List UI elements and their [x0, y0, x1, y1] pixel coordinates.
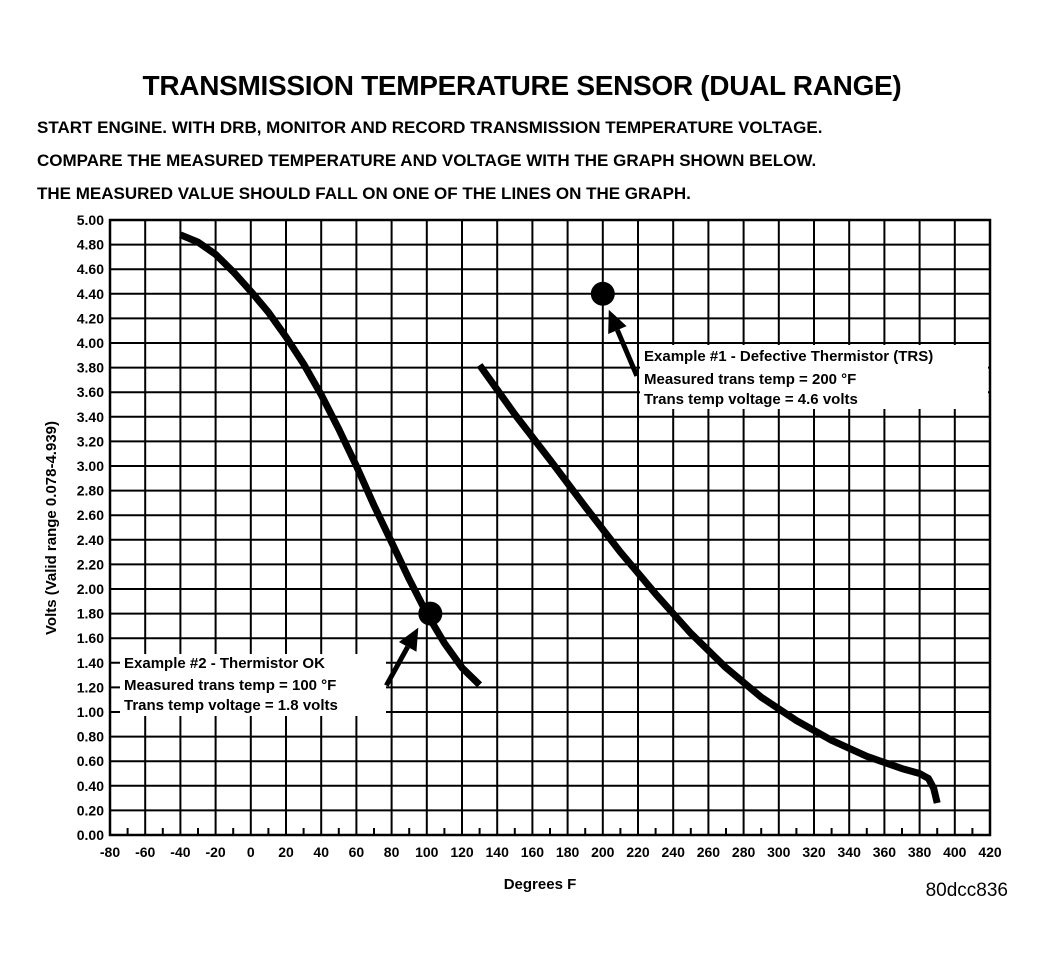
arrow-example-1-shaft — [615, 329, 640, 377]
y-tick-label: 2.80 — [77, 483, 104, 499]
x-tick-label: 260 — [697, 844, 721, 860]
marker-example-2 — [418, 601, 443, 626]
x-tick-label: 400 — [943, 844, 967, 860]
annotation-2-line-1: Example #2 - Thermistor OK — [124, 655, 325, 672]
annotation-example-2: Example #2 - Thermistor OK Measured tran… — [120, 654, 386, 716]
annotation-1-line-1: Example #1 - Defective Thermistor (TRS) — [644, 348, 933, 365]
arrow-example-2-head — [398, 627, 419, 652]
x-tick-label: -20 — [205, 844, 225, 860]
x-tick-label: -60 — [135, 844, 155, 860]
tick-labels: -80 -60 -40 -20 0 20 40 60 80 100 120 140 160 180 200 2… — [77, 212, 1002, 860]
instruction-line-1: START ENGINE. WITH DRB, MONITOR AND RECO… — [37, 118, 823, 137]
y-tick-label: 3.40 — [77, 409, 104, 425]
y-tick-label: 4.00 — [77, 335, 104, 351]
annotation-example-1: Example #1 - Defective Thermistor (TRS) … — [640, 345, 988, 409]
x-tick-label: 0 — [247, 844, 255, 860]
figure-code: 80dcc836 — [926, 880, 1008, 901]
grid — [108, 218, 992, 837]
markers — [384, 281, 640, 687]
marker-example-1 — [590, 281, 615, 306]
y-tick-label: 0.20 — [77, 802, 104, 818]
y-tick-label: 2.40 — [77, 532, 104, 548]
x-tick-label: 40 — [313, 844, 329, 860]
x-tick-label: 80 — [384, 844, 400, 860]
x-axis-label: Degrees F — [504, 876, 577, 893]
y-tick-label: 1.40 — [77, 655, 104, 671]
annotation-2-line-2: Measured trans temp = 100 °F — [124, 677, 336, 694]
annotation-1-line-2: Measured trans temp = 200 °F — [644, 371, 856, 388]
y-tick-label: 2.20 — [77, 556, 104, 572]
y-tick-label: 1.60 — [77, 630, 104, 646]
instruction-line-2: COMPARE THE MEASURED TEMPERATURE AND VOL… — [37, 151, 817, 170]
y-tick-label: 4.80 — [77, 237, 104, 253]
y-tick-label: 1.00 — [77, 704, 104, 720]
arrow-example-1-head — [608, 309, 627, 334]
x-tick-label: -80 — [100, 844, 120, 860]
page-title: TRANSMISSION TEMPERATURE SENSOR (DUAL RA… — [142, 70, 902, 101]
y-tick-label: 2.00 — [77, 581, 104, 597]
annotation-1-line-3: Trans temp voltage = 4.6 volts — [644, 391, 858, 408]
x-tick-label: 380 — [908, 844, 932, 860]
y-tick-label: 4.40 — [77, 286, 104, 302]
x-tick-label: 200 — [591, 844, 615, 860]
y-tick-label: 0.60 — [77, 753, 104, 769]
x-tick-label: 280 — [732, 844, 756, 860]
instruction-line-3: THE MEASURED VALUE SHOULD FALL ON ONE OF… — [37, 184, 691, 203]
y-tick-label: 3.60 — [77, 384, 104, 400]
arrow-example-2-shaft — [384, 645, 410, 687]
y-tick-label: 1.80 — [77, 606, 104, 622]
y-tick-label: 1.20 — [77, 679, 104, 695]
y-tick-label: 4.20 — [77, 310, 104, 326]
x-tick-label: 180 — [556, 844, 580, 860]
y-tick-label: 2.60 — [77, 507, 104, 523]
x-tick-label: 420 — [978, 844, 1002, 860]
y-tick-label: 3.00 — [77, 458, 104, 474]
x-tick-label: -40 — [170, 844, 190, 860]
plot-frame — [108, 218, 992, 837]
x-tick-label: 140 — [486, 844, 510, 860]
annotation-1-box — [640, 345, 988, 409]
annotation-2-box — [120, 654, 386, 716]
x-tick-label: 20 — [278, 844, 294, 860]
x-tick-label: 240 — [662, 844, 686, 860]
x-tick-label: 340 — [838, 844, 862, 860]
y-tick-label: 3.80 — [77, 360, 104, 376]
y-axis-label: Volts (Valid range 0.078-4.939) — [43, 421, 60, 635]
x-tick-label: 160 — [521, 844, 545, 860]
series — [179, 231, 941, 804]
x-tick-label: 360 — [873, 844, 897, 860]
x-tick-label: 220 — [626, 844, 650, 860]
y-tick-label: 3.20 — [77, 433, 104, 449]
x-tick-label: 100 — [415, 844, 439, 860]
y-tick-label: 0.00 — [77, 827, 104, 843]
x-tick-label: 320 — [802, 844, 826, 860]
x-tick-label: 300 — [767, 844, 791, 860]
y-tick-label: 5.00 — [77, 212, 104, 228]
x-tick-label: 120 — [450, 844, 474, 860]
series-line-2 — [476, 363, 941, 804]
x-tick-label: 60 — [349, 844, 365, 860]
annotation-2-line-3: Trans temp voltage = 1.8 volts — [124, 697, 338, 714]
y-tick-label: 0.80 — [77, 729, 104, 745]
y-tick-label: 4.60 — [77, 261, 104, 277]
y-tick-label: 0.40 — [77, 778, 104, 794]
